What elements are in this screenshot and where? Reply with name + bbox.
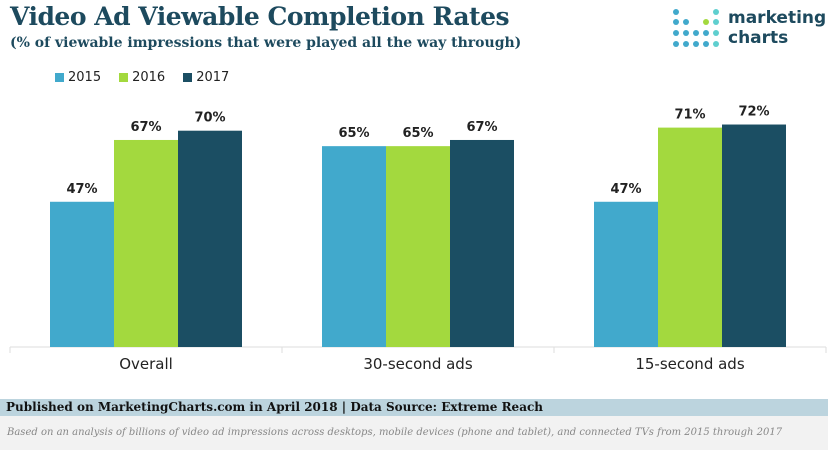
bar-2015 bbox=[322, 146, 386, 347]
legend-swatch bbox=[55, 73, 64, 82]
bar-2015 bbox=[50, 201, 114, 347]
category-label: Overall bbox=[119, 355, 173, 373]
data-label: 65% bbox=[402, 126, 433, 141]
logo-line1: marketing bbox=[728, 8, 827, 28]
data-label: 47% bbox=[66, 182, 97, 197]
bar-2017 bbox=[450, 139, 514, 347]
legend-label: 2016 bbox=[132, 70, 166, 85]
data-label: 65% bbox=[338, 126, 369, 141]
data-label: 70% bbox=[194, 111, 225, 126]
legend-item-2016: 2016 bbox=[119, 70, 165, 85]
legend-label: 2017 bbox=[196, 70, 230, 85]
logo-dots-icon bbox=[673, 9, 719, 47]
data-label: 47% bbox=[610, 182, 641, 197]
chart-subtitle: (% of viewable impressions that were pla… bbox=[10, 35, 522, 51]
legend-label: 2015 bbox=[68, 70, 102, 85]
bar-2017 bbox=[178, 130, 242, 347]
legend-item-2017: 2017 bbox=[183, 70, 229, 85]
category-label: 30-second ads bbox=[363, 355, 472, 373]
footnote: Based on an analysis of billions of vide… bbox=[0, 416, 828, 450]
legend-item-2015: 2015 bbox=[55, 70, 101, 85]
bar-chart: Overall 47% 67% 70% 30-second ads 65% 65% 67% 15… bbox=[9, 105, 827, 373]
legend-swatch bbox=[183, 73, 193, 82]
bar-2017 bbox=[722, 124, 786, 348]
logo-line2: charts bbox=[728, 28, 789, 48]
data-label: 72% bbox=[738, 105, 769, 120]
chart-title: Video Ad Viewable Completion Rates bbox=[10, 2, 510, 31]
bar-2016 bbox=[386, 146, 450, 347]
legend: 2015 2016 2017 bbox=[55, 70, 229, 85]
source-bar: Published on MarketingCharts.com in Apri… bbox=[0, 399, 828, 416]
data-label: 67% bbox=[466, 120, 497, 135]
legend-swatch bbox=[119, 73, 129, 82]
data-label: 71% bbox=[674, 108, 705, 123]
bar-2016 bbox=[114, 139, 178, 347]
marketingcharts-logo: marketing charts bbox=[672, 8, 826, 68]
data-label: 67% bbox=[130, 120, 161, 135]
category-label: 15-second ads bbox=[635, 355, 744, 373]
bar-2016 bbox=[658, 127, 722, 347]
bar-2015 bbox=[594, 201, 658, 347]
